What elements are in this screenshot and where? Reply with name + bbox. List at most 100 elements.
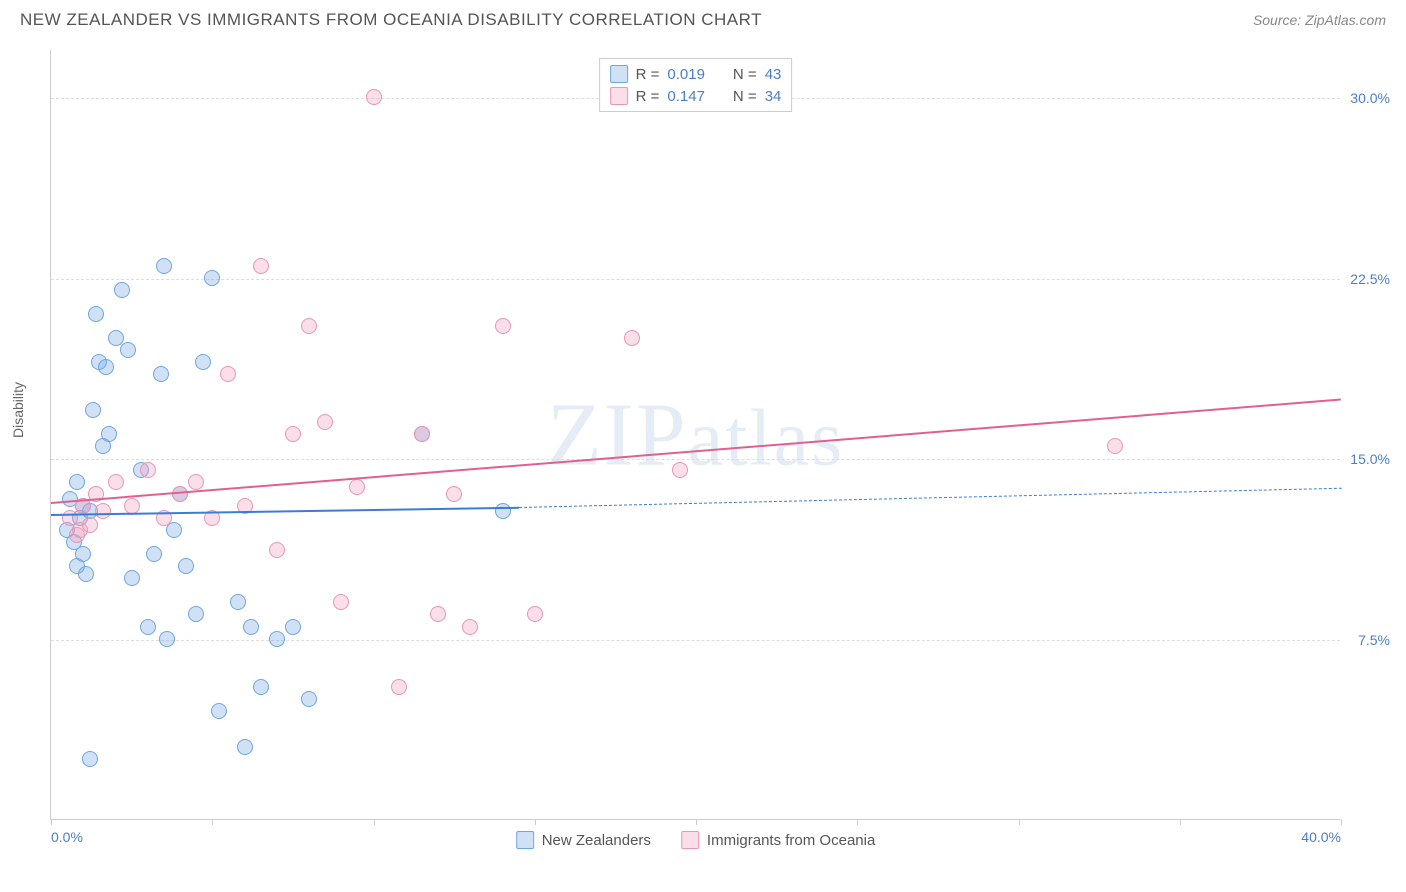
scatter-point bbox=[211, 703, 227, 719]
r-label: R = bbox=[636, 88, 660, 105]
scatter-point bbox=[69, 474, 85, 490]
scatter-point bbox=[156, 258, 172, 274]
trend-line bbox=[519, 488, 1341, 508]
y-tick-label: 30.0% bbox=[1350, 90, 1390, 106]
scatter-point bbox=[140, 462, 156, 478]
scatter-point bbox=[78, 566, 94, 582]
x-tick-mark bbox=[1341, 819, 1342, 825]
y-tick-label: 22.5% bbox=[1350, 271, 1390, 287]
scatter-point bbox=[269, 631, 285, 647]
x-tick-mark bbox=[857, 819, 858, 825]
trend-line bbox=[51, 399, 1341, 504]
n-label: N = bbox=[733, 88, 757, 105]
scatter-point bbox=[178, 558, 194, 574]
chart-title: NEW ZEALANDER VS IMMIGRANTS FROM OCEANIA… bbox=[20, 10, 762, 30]
scatter-point bbox=[495, 503, 511, 519]
scatter-point bbox=[230, 594, 246, 610]
scatter-point bbox=[285, 426, 301, 442]
scatter-point bbox=[146, 546, 162, 562]
scatter-point bbox=[495, 318, 511, 334]
scatter-point bbox=[120, 342, 136, 358]
x-tick-mark bbox=[374, 819, 375, 825]
x-tick-mark bbox=[1180, 819, 1181, 825]
scatter-point bbox=[108, 330, 124, 346]
scatter-point bbox=[462, 619, 478, 635]
stats-row: R = 0.147 N = 34 bbox=[610, 85, 782, 107]
x-tick-label: 0.0% bbox=[51, 829, 83, 845]
scatter-point bbox=[672, 462, 688, 478]
scatter-point bbox=[317, 414, 333, 430]
scatter-point bbox=[82, 517, 98, 533]
chart-plot-area: ZIPatlas 7.5%15.0%22.5%30.0%0.0%40.0%R =… bbox=[50, 50, 1340, 820]
grid-line bbox=[51, 640, 1340, 641]
scatter-point bbox=[159, 631, 175, 647]
r-value: 0.147 bbox=[667, 88, 705, 105]
scatter-point bbox=[98, 359, 114, 375]
scatter-point bbox=[243, 619, 259, 635]
scatter-point bbox=[430, 606, 446, 622]
scatter-point bbox=[269, 542, 285, 558]
legend-swatch bbox=[681, 831, 699, 849]
x-tick-mark bbox=[212, 819, 213, 825]
legend-label: New Zealanders bbox=[542, 832, 651, 849]
scatter-point bbox=[114, 282, 130, 298]
r-label: R = bbox=[636, 66, 660, 83]
scatter-point bbox=[253, 258, 269, 274]
r-value: 0.019 bbox=[667, 66, 705, 83]
x-tick-mark bbox=[535, 819, 536, 825]
scatter-point bbox=[366, 89, 382, 105]
scatter-point bbox=[301, 318, 317, 334]
scatter-point bbox=[101, 426, 117, 442]
n-value: 34 bbox=[765, 88, 782, 105]
legend-item: New Zealanders bbox=[516, 831, 651, 849]
scatter-point bbox=[1107, 438, 1123, 454]
scatter-point bbox=[333, 594, 349, 610]
scatter-point bbox=[414, 426, 430, 442]
scatter-point bbox=[85, 402, 101, 418]
scatter-point bbox=[88, 306, 104, 322]
y-tick-label: 15.0% bbox=[1350, 451, 1390, 467]
scatter-point bbox=[285, 619, 301, 635]
legend-swatch bbox=[610, 87, 628, 105]
scatter-point bbox=[188, 474, 204, 490]
n-value: 43 bbox=[765, 66, 782, 83]
scatter-point bbox=[301, 691, 317, 707]
x-tick-mark bbox=[51, 819, 52, 825]
scatter-point bbox=[82, 751, 98, 767]
legend-swatch bbox=[516, 831, 534, 849]
scatter-point bbox=[527, 606, 543, 622]
legend-label: Immigrants from Oceania bbox=[707, 832, 875, 849]
scatter-point bbox=[204, 270, 220, 286]
trend-line bbox=[51, 507, 519, 516]
scatter-point bbox=[124, 570, 140, 586]
scatter-point bbox=[237, 739, 253, 755]
y-tick-label: 7.5% bbox=[1358, 632, 1390, 648]
legend-item: Immigrants from Oceania bbox=[681, 831, 875, 849]
scatter-point bbox=[95, 503, 111, 519]
series-legend: New Zealanders Immigrants from Oceania bbox=[516, 831, 876, 849]
scatter-point bbox=[624, 330, 640, 346]
scatter-point bbox=[188, 606, 204, 622]
scatter-point bbox=[172, 486, 188, 502]
x-tick-label: 40.0% bbox=[1301, 829, 1341, 845]
scatter-point bbox=[75, 546, 91, 562]
scatter-point bbox=[140, 619, 156, 635]
scatter-point bbox=[253, 679, 269, 695]
scatter-point bbox=[108, 474, 124, 490]
scatter-point bbox=[446, 486, 462, 502]
grid-line bbox=[51, 459, 1340, 460]
scatter-point bbox=[195, 354, 211, 370]
stats-row: R = 0.019 N = 43 bbox=[610, 63, 782, 85]
y-axis-label: Disability bbox=[10, 382, 26, 438]
legend-swatch bbox=[610, 65, 628, 83]
source-label: Source: ZipAtlas.com bbox=[1253, 12, 1386, 28]
stats-legend: R = 0.019 N = 43 R = 0.147 N = 34 bbox=[599, 58, 793, 112]
scatter-point bbox=[153, 366, 169, 382]
watermark: ZIPatlas bbox=[547, 383, 845, 486]
scatter-point bbox=[391, 679, 407, 695]
n-label: N = bbox=[733, 66, 757, 83]
x-tick-mark bbox=[1019, 819, 1020, 825]
scatter-point bbox=[220, 366, 236, 382]
scatter-point bbox=[349, 479, 365, 495]
x-tick-mark bbox=[696, 819, 697, 825]
